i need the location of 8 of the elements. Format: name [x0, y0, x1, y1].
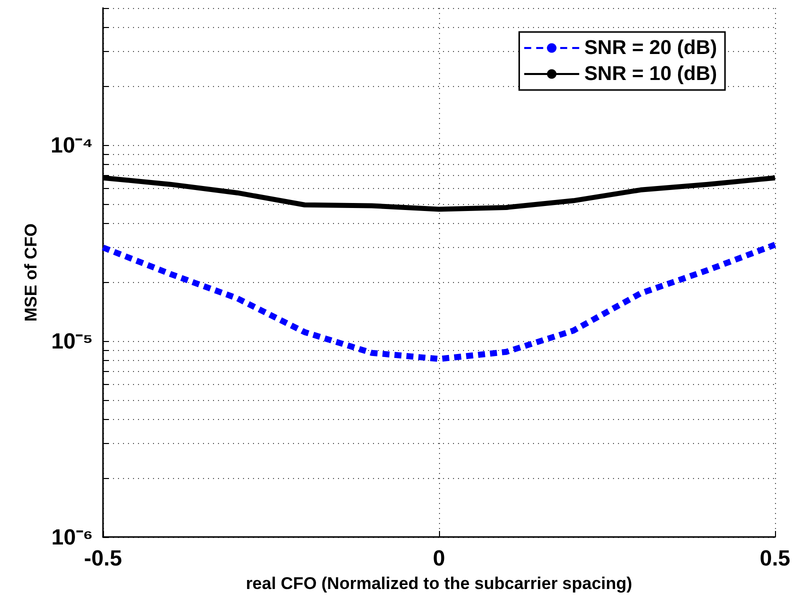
x-tick-label: 0	[432, 546, 446, 570]
y-tick-label: 10⁻⁴	[50, 132, 93, 158]
legend-label: SNR = 10 (dB)	[584, 63, 718, 85]
y-axis-title: MSE of CFO	[22, 223, 41, 322]
y-tick-label: 10⁻⁵	[51, 328, 93, 354]
x-axis-title: real CFO (Normalized to the subcarrier spacing)	[246, 574, 632, 593]
legend-label: SNR = 20 (dB)	[584, 37, 718, 59]
x-tick-label: 0.5	[760, 546, 790, 570]
